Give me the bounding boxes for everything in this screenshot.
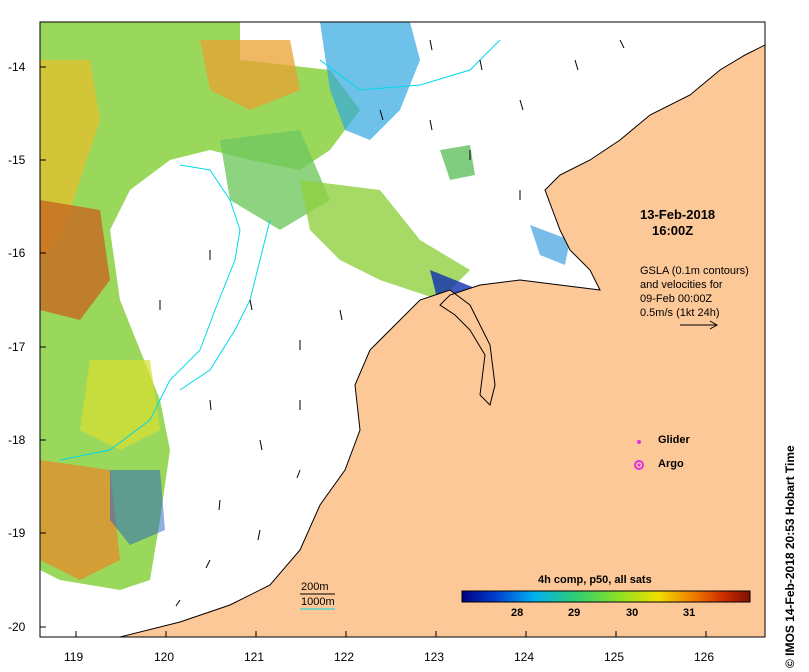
map-date: 13-Feb-2018 [640, 207, 716, 222]
y-tick-label: -15 [8, 153, 26, 167]
x-tick-label: 126 [694, 650, 715, 664]
x-tick-label: 123 [424, 650, 445, 664]
y-tick-label: -19 [8, 526, 26, 540]
x-tick-label: 119 [64, 650, 84, 664]
map-time: 16:00Z [652, 223, 694, 238]
depth-200m-label: 200m [301, 581, 329, 593]
argo-label: Argo [658, 458, 684, 470]
y-tick-label: -14 [8, 60, 26, 74]
axis-ticks [40, 66, 707, 637]
colorbar-tick: 31 [683, 607, 696, 619]
x-tick-label: 121 [244, 650, 265, 664]
plot-frame [39, 21, 766, 638]
x-tick-label: 120 [154, 650, 175, 664]
gsla-note-line: 09-Feb 00:00Z [640, 293, 713, 305]
x-tick-label: 122 [334, 650, 355, 664]
colorbar [461, 590, 751, 603]
gsla-note-line: GSLA (0.1m contours) [640, 265, 749, 277]
land-mass [119, 22, 766, 638]
colorbar-tick: 28 [511, 607, 524, 619]
colorbar-title: 4h comp, p50, all sats [538, 574, 652, 586]
imos-credit: © IMOS 14-Feb-2018 20:53 Hobart Time [783, 445, 797, 668]
x-tick-label: 124 [514, 650, 535, 664]
velocity-arrows [159, 39, 625, 607]
velocity-scale-arrow [680, 320, 719, 330]
y-tick-label: -18 [8, 433, 26, 447]
y-tick-label: -17 [8, 340, 26, 354]
glider-marker-icon [637, 440, 641, 444]
gsla-note-line: and velocities for [640, 279, 723, 291]
y-tick-label: -16 [8, 246, 26, 260]
glider-label: Glider [658, 434, 690, 446]
colorbar-tick: 30 [626, 607, 639, 619]
y-tick-label: -20 [8, 620, 26, 634]
argo-marker-icon [634, 460, 644, 470]
depth-1000m-label: 1000m [301, 596, 335, 608]
x-tick-label: 125 [604, 650, 625, 664]
gsla-note-line: 0.5m/s (1kt 24h) [640, 307, 720, 319]
colorbar-tick: 29 [568, 607, 581, 619]
